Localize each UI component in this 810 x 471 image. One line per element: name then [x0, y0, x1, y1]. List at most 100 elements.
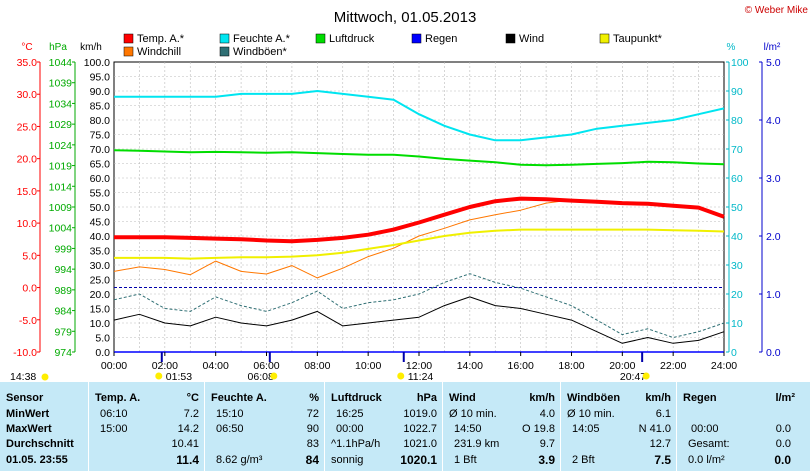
stats-header-humidity: Feuchte A.	[211, 392, 267, 404]
stats-header-temp: Temp. A.	[95, 392, 141, 404]
temp-tick: 25.0	[17, 121, 38, 133]
stats-col-gust: Windböen km/h Ø 10 min. 6.1 14:05 N 41.0…	[560, 382, 677, 471]
legend-label: Taupunkt*	[613, 33, 663, 45]
humidity-tick: 30	[731, 260, 743, 272]
x-tick-label: 02:00	[152, 360, 178, 372]
pressure-tick: 1039	[49, 78, 73, 90]
legend-swatch	[599, 33, 610, 44]
wind-tick: 20.0	[90, 289, 111, 301]
wind-tick: 50.0	[90, 202, 111, 214]
stats-col-pressure: Luftdruck hPa 16:25 1019.0 00:00 1022.7 …	[324, 382, 443, 471]
grid	[113, 61, 725, 353]
stats-row-label: MinWert	[6, 408, 50, 420]
sun-time-label: 20:47	[620, 371, 646, 382]
stats-time: 06:10	[100, 408, 128, 420]
x-tick-label: 10:00	[355, 360, 381, 372]
pressure-tick: 994	[54, 264, 72, 276]
wind-tick: 55.0	[90, 188, 111, 200]
humidity-tick: 90	[731, 86, 743, 98]
wind-tick: 25.0	[90, 275, 111, 287]
pressure-tick: 1009	[49, 202, 73, 214]
humidity-tick: 100	[731, 57, 749, 69]
legend-label: Windchill	[137, 46, 181, 58]
pressure-tick: 979	[54, 326, 72, 338]
stats-value: 0.0	[775, 423, 791, 435]
sun-time-label: 06:08	[248, 371, 274, 382]
stats-current: 1020.1	[400, 453, 437, 467]
humidity-tick: 10	[731, 318, 743, 330]
sun-markers: 14:38 01:53 06:08 11:24 20:47	[10, 352, 650, 382]
stats-current: 3.9	[538, 453, 555, 467]
humidity-tick: 80	[731, 115, 743, 127]
stats-value: 72	[306, 408, 319, 420]
temp-tick: 5.0	[22, 250, 37, 262]
legend-label: Regen	[425, 33, 457, 45]
stats-time: 15:10	[216, 408, 244, 420]
x-axis-ticks: 00:00 02:00 04:00 06:00 08:00 10:00 12:00 14:00…	[101, 352, 737, 372]
wind-tick: 45.0	[90, 217, 111, 229]
sun-time-label: 14:38	[10, 371, 36, 382]
rain-tick: 1.0	[766, 289, 781, 301]
stats-current: 11.4	[176, 453, 199, 467]
stats-value: 10.41	[171, 438, 199, 450]
stats-beaufort: 2 Bft	[572, 454, 595, 466]
stats-time: 00:00	[691, 423, 719, 435]
stats-time: 16:25	[336, 408, 364, 420]
wind-tick: 85.0	[90, 101, 111, 113]
x-tick-label: 12:00	[406, 360, 432, 372]
copyright-text: © Weber Mike	[745, 5, 809, 16]
wind-tick: 60.0	[90, 173, 111, 185]
stats-value: 14.2	[177, 423, 199, 435]
temp-tick: -5.0	[19, 315, 37, 327]
x-tick-label: 20:00	[609, 360, 635, 372]
stats-row-label: MaxWert	[6, 423, 52, 435]
stats-value: 12.7	[649, 438, 671, 450]
legend-swatch	[219, 46, 230, 57]
axis-unit-labels: °C hPa km/h % l/m²	[21, 42, 781, 53]
wind-tick: 90.0	[90, 86, 111, 98]
stats-value: 4.0	[539, 408, 555, 420]
stats-header-gust: Windböen	[567, 392, 621, 404]
rain-unit-label: l/m²	[764, 42, 781, 53]
x-tick-label: 00:00	[101, 360, 127, 372]
legend: Temp. A.* Feuchte A.* Luftdruck Regen Wind Ta…	[123, 33, 663, 58]
sun-icon	[397, 372, 405, 380]
legend-label: Windböen*	[233, 46, 288, 58]
pressure-tick: 1034	[49, 98, 73, 110]
stats-trend: ^1.1hPa/h	[331, 438, 381, 450]
legend-swatch	[505, 33, 516, 44]
chart-title: Mittwoch, 01.05.2013	[334, 9, 477, 26]
stats-time: 15:00	[100, 423, 128, 435]
pressure-tick: 974	[54, 347, 72, 359]
legend-label: Temp. A.*	[137, 33, 185, 45]
stats-header-wind-unit: km/h	[529, 392, 555, 404]
stats-time: Ø 10 min.	[567, 408, 615, 420]
pressure-tick: 984	[54, 306, 72, 318]
stats-col-sensor: Sensor MinWert MaxWert Durchschnitt 01.0…	[0, 382, 88, 471]
x-tick-label: 08:00	[304, 360, 330, 372]
stats-time: 14:50	[454, 423, 482, 435]
rain-tick: 4.0	[766, 115, 781, 127]
wind-tick: 95.0	[90, 72, 111, 84]
legend-swatch	[123, 33, 134, 44]
stats-forecast: sonnig	[331, 454, 364, 466]
x-tick-label: 22:00	[660, 360, 686, 372]
axis-ticks: 35.0 30.0 25.0 20.0 15.0 10.0 5.0 0.0 -5.0 -10.0 1…	[13, 57, 781, 359]
x-tick-label: 04:00	[203, 360, 229, 372]
wind-tick: 75.0	[90, 130, 111, 142]
stats-value: 90	[306, 423, 319, 435]
stats-col-humidity: Feuchte A. % 15:10 72 06:50 90 83 8.62 g…	[204, 382, 325, 471]
pressure-unit-label: hPa	[49, 42, 67, 53]
stats-header-rain: Regen	[683, 392, 717, 404]
stats-value: 1021.0	[403, 438, 437, 450]
stats-value: 7.2	[183, 408, 199, 420]
stats-time: 00:00	[336, 423, 364, 435]
series-line-feuchtea	[114, 90, 725, 142]
stats-time: Ø 10 min.	[449, 408, 497, 420]
wind-tick: 40.0	[90, 231, 111, 243]
stats-col-temp: Temp. A. °C 06:10 7.2 15:00 14.2 10.41 1…	[88, 382, 205, 471]
humidity-tick: 50	[731, 202, 743, 214]
humidity-tick: 40	[731, 231, 743, 243]
stats-run: 231.9 km	[454, 438, 500, 450]
humidity-unit-label: %	[727, 42, 736, 53]
